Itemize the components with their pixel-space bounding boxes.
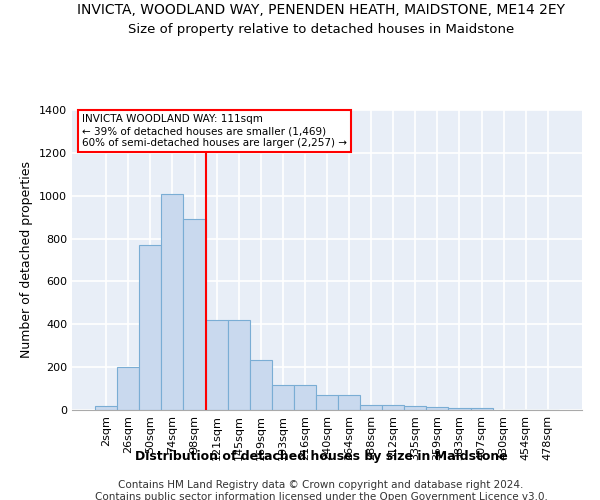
Y-axis label: Number of detached properties: Number of detached properties [20,162,34,358]
Bar [95,406,117,410]
Bar [382,404,404,410]
Text: Contains HM Land Registry data © Crown copyright and database right 2024.
Contai: Contains HM Land Registry data © Crown c… [95,480,547,500]
Text: Distribution of detached houses by size in Maidstone: Distribution of detached houses by size … [134,450,508,463]
Bar [250,360,272,410]
Bar [470,408,493,410]
Bar [206,320,227,410]
Bar [139,245,161,410]
Bar [272,386,294,410]
Text: INVICTA WOODLAND WAY: 111sqm
← 39% of detached houses are smaller (1,469)
60% of: INVICTA WOODLAND WAY: 111sqm ← 39% of de… [82,114,347,148]
Bar [117,367,139,410]
Bar [161,194,184,410]
Bar [427,407,448,410]
Bar [184,220,206,410]
Bar [448,408,470,410]
Bar [338,395,360,410]
Bar [227,320,250,410]
Bar [360,404,382,410]
Text: Size of property relative to detached houses in Maidstone: Size of property relative to detached ho… [128,22,514,36]
Text: INVICTA, WOODLAND WAY, PENENDEN HEATH, MAIDSTONE, ME14 2EY: INVICTA, WOODLAND WAY, PENENDEN HEATH, M… [77,2,565,16]
Bar [404,406,427,410]
Bar [294,386,316,410]
Bar [316,395,338,410]
